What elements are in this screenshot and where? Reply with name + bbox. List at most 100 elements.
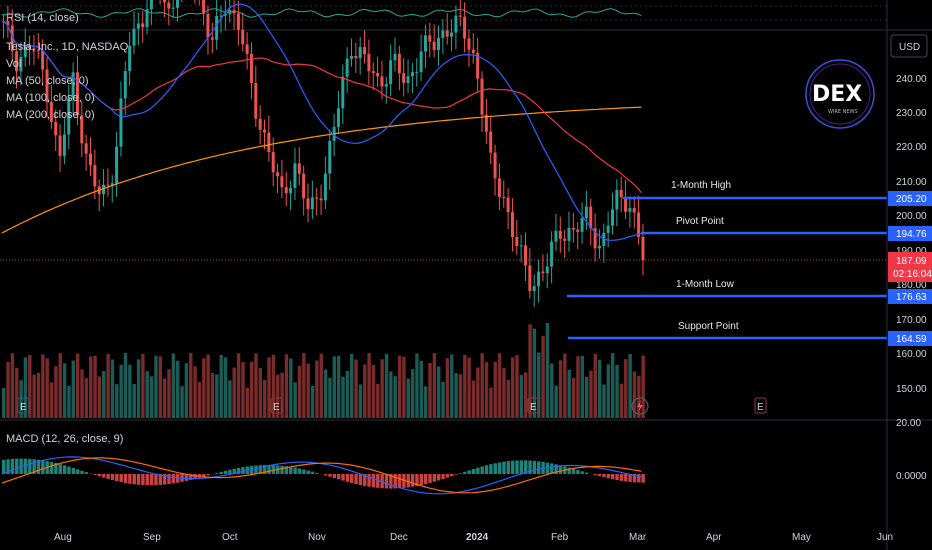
macd-histogram-bar: [289, 466, 293, 474]
legend-symbol[interactable]: Tesla, Inc., 1D, NASDAQ: [6, 41, 129, 53]
candle-body: [419, 51, 423, 73]
candle-body: [384, 84, 388, 87]
price-tick: 190.00: [896, 246, 927, 257]
candle-body: [19, 56, 23, 72]
earnings-marker-3-label: E: [530, 402, 537, 413]
volume-bar: [249, 361, 254, 418]
candle-body: [589, 206, 593, 229]
volume-bar: [45, 358, 49, 418]
volume-bar: [615, 365, 619, 418]
macd-histogram-bar: [10, 458, 15, 474]
currency-button[interactable]: [890, 34, 928, 58]
logo-inner-ring: [809, 63, 871, 125]
price-tick: 150.00: [896, 384, 927, 395]
macd-histogram-bar: [380, 474, 384, 489]
volume-bar: [241, 362, 245, 418]
volume-bar: [323, 369, 328, 418]
level-tag-1-month-high: [888, 191, 932, 206]
volume-bar: [441, 381, 445, 418]
candle-body: [115, 146, 119, 184]
macd-histogram-bar: [306, 470, 310, 474]
volume-bar: [445, 358, 450, 418]
macd-histogram-bar: [336, 474, 341, 480]
earnings-marker-4[interactable]: [754, 397, 767, 414]
macd-histogram-bar: [171, 474, 176, 484]
macd-histogram-bar: [115, 474, 119, 482]
macd-histogram-bar: [232, 468, 236, 474]
candle-body: [10, 25, 14, 52]
level-label-support-point: Support Point: [678, 321, 739, 332]
candle-body: [71, 72, 75, 99]
volume-bar: [49, 382, 54, 418]
volume-bar: [384, 353, 389, 418]
candle-body: [293, 163, 297, 188]
volume-bar: [358, 384, 363, 418]
macd-histogram-bar: [75, 469, 80, 474]
current-price-value: 187.09: [896, 256, 927, 267]
macd-histogram-bar: [532, 460, 537, 474]
candle-body: [393, 53, 397, 61]
volume-bar: [293, 382, 297, 418]
earnings-marker-2[interactable]: [270, 397, 283, 414]
volume-bar: [6, 361, 10, 418]
earnings-marker-1[interactable]: [17, 397, 30, 414]
volume-bar: [71, 360, 75, 418]
volume-bar: [15, 367, 19, 418]
volume-bar: [336, 355, 341, 418]
volume-bar: [371, 364, 376, 418]
volume-bar: [341, 376, 345, 418]
volume-bar: [254, 353, 258, 418]
volume-bar: [428, 363, 432, 418]
candle-body: [358, 47, 362, 59]
legend-ma100[interactable]: MA (100, close, 0): [6, 92, 95, 104]
volume-bar: [467, 357, 471, 418]
candle-body: [632, 208, 636, 213]
volume-bar: [541, 335, 545, 418]
volume-bar: [550, 363, 554, 418]
macd-histogram-bar: [297, 468, 302, 474]
macd-histogram-bar: [567, 467, 571, 474]
volume-bar: [228, 380, 232, 418]
volume-bar: [284, 354, 289, 418]
candle-body: [219, 15, 223, 17]
volume-bar: [423, 386, 428, 418]
macd-histogram-bar: [36, 459, 41, 474]
candle-body: [432, 41, 436, 50]
volume-bar: [393, 376, 397, 418]
candle-body: [149, 0, 153, 10]
volume-bar: [89, 356, 93, 418]
logo-text: DEX: [812, 82, 862, 107]
volume-bar: [184, 363, 189, 418]
candle-body: [336, 108, 340, 127]
level-tag-1-month-low-value: 176.63: [896, 292, 927, 303]
candle-body: [145, 9, 149, 28]
candle-body: [341, 76, 345, 109]
candle-body: [110, 183, 114, 186]
legend-ma200[interactable]: MA (200, close, 0): [6, 109, 95, 121]
macd-histogram-bar: [350, 474, 354, 483]
earnings-marker-3[interactable]: [527, 397, 540, 414]
candle-body: [162, 0, 166, 3]
candle-body: [67, 98, 71, 135]
macd-histogram-bar: [419, 474, 423, 486]
legend-volume[interactable]: Vol: [6, 58, 21, 70]
candle-body: [389, 60, 393, 85]
candle-body: [467, 38, 471, 50]
macd-histogram-bar: [528, 460, 532, 474]
macd-histogram: [2, 458, 645, 489]
lightning-event-icon[interactable]: [631, 397, 649, 415]
volume-bar: [102, 371, 106, 418]
legend-ma50[interactable]: MA (50, close, 0): [6, 75, 89, 87]
macd-histogram-bar: [189, 474, 193, 480]
candle-body: [45, 69, 49, 103]
volume-bar: [215, 374, 219, 418]
time-tick: Aug: [54, 532, 72, 543]
macd-histogram-bar: [558, 465, 563, 474]
volume-bar: [54, 366, 58, 418]
macd-histogram-bar: [402, 474, 406, 488]
volume-bar: [97, 376, 102, 418]
level-tag-1-month-low: [888, 289, 932, 304]
macd-histogram-bar: [241, 467, 245, 474]
candle-body: [258, 118, 262, 130]
